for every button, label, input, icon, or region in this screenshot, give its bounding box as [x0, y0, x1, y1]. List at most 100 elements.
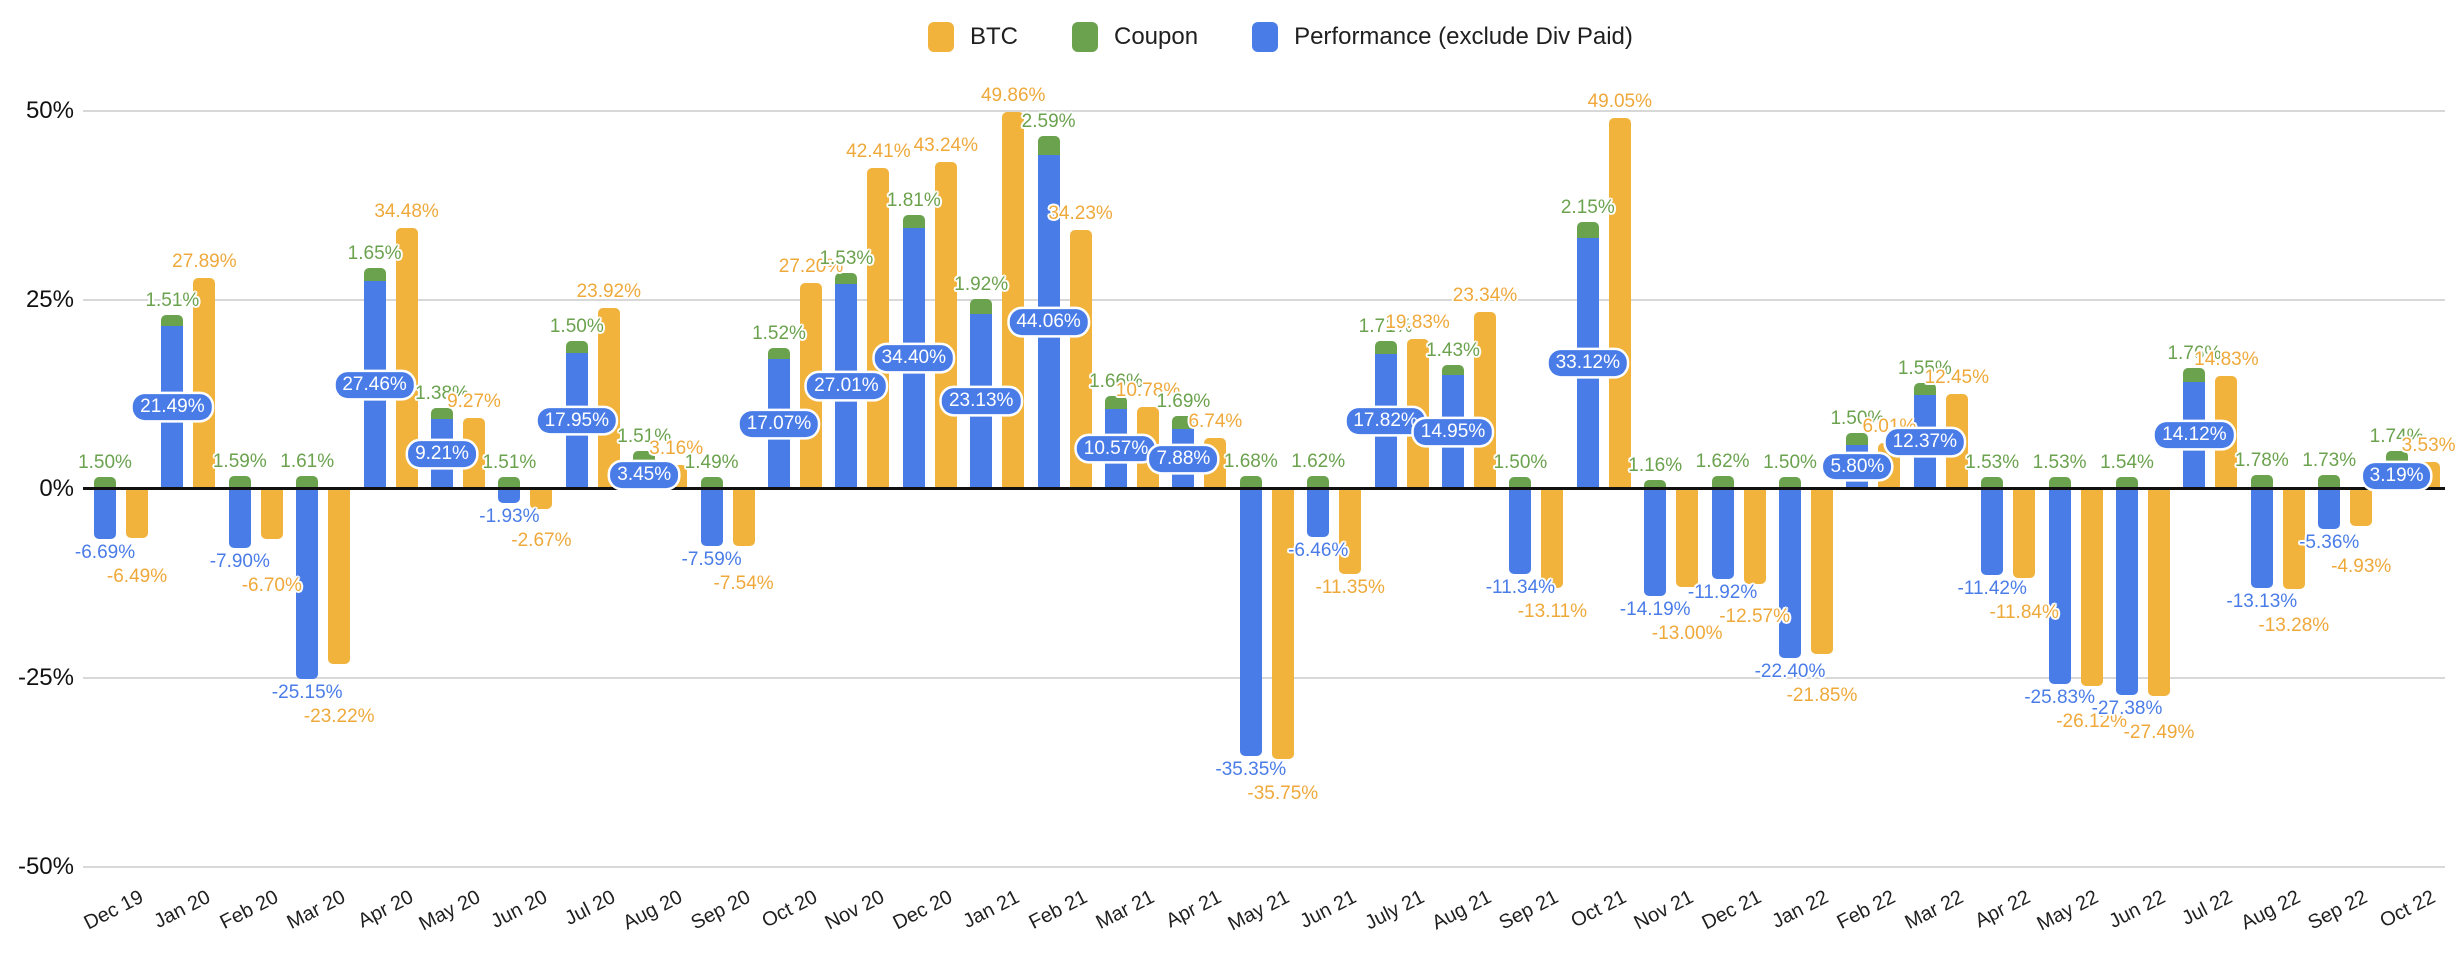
bar-btc[interactable]	[2148, 488, 2170, 697]
bar-performance[interactable]	[1981, 488, 2004, 575]
bar-coupon[interactable]	[1711, 476, 1734, 489]
bar-btc[interactable]	[126, 488, 148, 538]
bar-performance[interactable]	[700, 488, 723, 546]
bar-coupon[interactable]	[1913, 383, 1936, 395]
bar-coupon[interactable]	[2048, 476, 2071, 489]
bar-coupon[interactable]	[94, 477, 116, 489]
bar-coupon[interactable]	[228, 476, 251, 489]
bar-coupon[interactable]	[1576, 221, 1599, 239]
bar-coupon[interactable]	[633, 451, 656, 463]
bar-btc[interactable]	[732, 488, 755, 546]
data-label-coupon: 1.62%	[1291, 451, 1346, 473]
bar-performance[interactable]	[1509, 488, 1532, 575]
data-label-btc: -13.11%	[1517, 601, 1588, 623]
bar-coupon[interactable]	[2385, 451, 2408, 465]
bar-coupon[interactable]	[1509, 477, 1532, 489]
bar-btc[interactable]	[328, 488, 351, 665]
bar-coupon[interactable]	[1307, 476, 1330, 489]
data-label-performance: -6.46%	[1288, 540, 1349, 562]
legend-item-btc[interactable]: BTC	[928, 22, 1018, 52]
x-axis-label: Feb 22	[1833, 886, 1900, 934]
bar-coupon[interactable]	[2116, 476, 2138, 489]
bar-btc[interactable]	[1811, 488, 1833, 654]
data-label-btc: -13.00%	[1651, 622, 1723, 644]
legend-item-performance-exclude-div-paid[interactable]: Performance (exclude Div Paid)	[1252, 22, 1633, 52]
bar-btc[interactable]	[260, 488, 283, 540]
x-axis-label: Feb 21	[1025, 886, 1091, 934]
data-label-btc: 12.45%	[1924, 367, 1990, 389]
data-label-btc: -6.70%	[241, 575, 302, 597]
data-label-btc: 14.83%	[2194, 349, 2259, 371]
bar-coupon[interactable]	[296, 476, 319, 489]
bar-coupon[interactable]	[2183, 368, 2206, 382]
chart-legend: BTC Coupon Performance (exclude Div Paid)	[928, 22, 1633, 52]
bar-coupon[interactable]	[902, 214, 925, 229]
bar-btc[interactable]	[1541, 488, 1564, 588]
bar-performance[interactable]	[296, 488, 319, 679]
bar-btc[interactable]	[1271, 488, 1294, 759]
bar-btc[interactable]	[1676, 488, 1699, 587]
data-label-btc: 3.53%	[2401, 434, 2456, 456]
bar-btc[interactable]	[1743, 488, 1766, 584]
bar-coupon[interactable]	[1779, 477, 1801, 489]
bar-coupon[interactable]	[1105, 396, 1127, 409]
bar-btc[interactable]	[1339, 488, 1362, 575]
data-label-performance: -11.92%	[1687, 581, 1758, 603]
bar-coupon[interactable]	[1981, 476, 2004, 489]
bar-coupon[interactable]	[1846, 433, 1869, 445]
bar-coupon[interactable]	[1442, 364, 1464, 376]
bar-coupon[interactable]	[161, 314, 184, 327]
bar-btc[interactable]	[2013, 488, 2036, 578]
x-axis-line	[83, 487, 2445, 490]
bar-btc[interactable]	[530, 488, 553, 509]
bar-btc[interactable]	[2282, 488, 2305, 589]
data-label-performance: 21.49%	[133, 394, 212, 421]
legend-item-coupon[interactable]: Coupon	[1072, 22, 1198, 52]
bar-coupon[interactable]	[768, 347, 790, 360]
bar-btc[interactable]	[395, 227, 418, 489]
bar-performance[interactable]	[1711, 488, 1734, 579]
bar-performance[interactable]	[1779, 488, 1801, 658]
bar-coupon[interactable]	[1239, 475, 1262, 489]
bar-btc[interactable]	[1002, 111, 1025, 489]
bar-performance[interactable]	[2048, 488, 2071, 684]
y-axis-tick-label: 25%	[25, 285, 74, 313]
bar-coupon[interactable]	[1037, 135, 1060, 156]
bar-coupon[interactable]	[431, 408, 453, 419]
data-label-coupon: 1.50%	[1763, 452, 1817, 474]
bar-coupon[interactable]	[700, 477, 723, 489]
bar-coupon[interactable]	[2250, 475, 2273, 489]
bar-btc[interactable]	[2350, 488, 2373, 526]
bar-performance[interactable]	[1239, 488, 1262, 756]
bar-coupon[interactable]	[1374, 340, 1397, 354]
bar-coupon[interactable]	[1644, 479, 1667, 489]
bar-coupon[interactable]	[1172, 416, 1195, 429]
bar-performance[interactable]	[2250, 488, 2273, 588]
bar-performance[interactable]	[228, 488, 251, 549]
bar-performance[interactable]	[2318, 488, 2341, 530]
data-label-btc: 9.27%	[447, 391, 501, 413]
bar-coupon[interactable]	[565, 341, 588, 353]
bar-performance[interactable]	[1644, 488, 1667, 596]
bar-performance[interactable]	[2116, 488, 2138, 696]
bar-performance[interactable]	[94, 488, 116, 540]
x-axis-label: Apr 22	[1971, 886, 2035, 933]
bar-btc[interactable]	[867, 167, 890, 489]
x-axis-label: Dec 19	[80, 886, 147, 935]
bar-coupon[interactable]	[835, 272, 858, 285]
bar-btc[interactable]	[597, 307, 620, 489]
x-axis-label: Aug 20	[619, 886, 687, 935]
data-label-performance: 34.40%	[874, 345, 954, 372]
bar-btc[interactable]	[1608, 117, 1631, 489]
x-axis-label: Jul 20	[561, 886, 619, 930]
data-label-coupon: 1.50%	[549, 316, 604, 338]
bar-coupon[interactable]	[970, 299, 993, 314]
bar-coupon[interactable]	[2318, 475, 2341, 489]
bar-coupon[interactable]	[498, 477, 521, 489]
bar-btc[interactable]	[2080, 488, 2103, 686]
bar-performance[interactable]	[1307, 488, 1330, 538]
bar-coupon[interactable]	[363, 268, 386, 281]
bar-btc[interactable]	[193, 277, 216, 489]
bar-btc[interactable]	[1069, 229, 1092, 489]
bar-performance[interactable]	[498, 488, 521, 504]
